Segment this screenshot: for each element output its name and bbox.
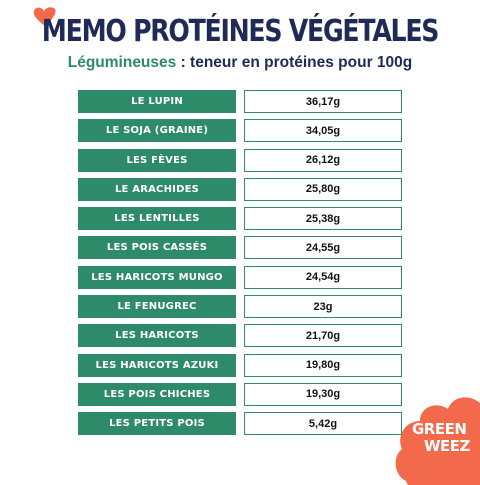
protein-value: 36,17g xyxy=(244,90,402,113)
protein-value: 19,30g xyxy=(244,382,402,406)
heart-icon xyxy=(33,7,56,26)
table-row: LE SOJA (GRAINE) 34,05g xyxy=(78,119,402,143)
table-row: LES HARICOTS 21,70g xyxy=(78,324,402,348)
legume-name: LE ARACHIDES xyxy=(78,177,236,201)
legume-name: LES LENTILLES xyxy=(78,207,236,231)
legume-name: LES POIS CHICHES xyxy=(78,382,236,406)
legume-name: LES HARICOTS AZUKI xyxy=(78,353,236,377)
logo-text-line2: WEEZ xyxy=(424,437,470,455)
table-row: LES HARICOTS AZUKI 19,80g xyxy=(78,353,402,377)
protein-value: 25,38g xyxy=(244,207,402,231)
legume-name: LES HARICOTS MUNGO xyxy=(78,265,236,289)
protein-value: 23g xyxy=(244,295,402,319)
protein-value: 19,80g xyxy=(244,353,402,377)
table-row: LES POIS CASSÉS 24,55g xyxy=(78,236,402,260)
protein-value: 5,42g xyxy=(244,412,402,436)
table-row: LES PETITS POIS 5,42g xyxy=(78,412,402,436)
protein-value: 25,80g xyxy=(244,177,402,201)
table-row: LES LENTILLES 25,38g xyxy=(78,207,402,231)
protein-value: 24,54g xyxy=(244,265,402,289)
table-row: LE ARACHIDES 25,80g xyxy=(78,177,402,201)
protein-table: LE LUPIN 36,17g LE SOJA (GRAINE) 34,05g … xyxy=(78,90,402,442)
table-row: LES HARICOTS MUNGO 24,54g xyxy=(78,265,402,289)
protein-value: 26,12g xyxy=(244,148,402,172)
table-row: LE FENUGREC 23g xyxy=(78,295,402,319)
legume-name: LES POIS CASSÉS xyxy=(78,236,236,260)
page-title: MEMO PROTÉINES VÉGÉTALES xyxy=(41,14,440,49)
legume-name: LE FENUGREC xyxy=(78,295,236,319)
table-row: LES POIS CHICHES 19,30g xyxy=(78,382,402,406)
greenweez-logo: GREEN WEEZ xyxy=(390,393,480,485)
logo-text-line1: GREEN xyxy=(412,420,467,438)
legume-name: LES PETITS POIS xyxy=(78,412,236,436)
legume-name: LE SOJA (GRAINE) xyxy=(78,119,236,143)
protein-value: 24,55g xyxy=(244,236,402,260)
table-row: LE LUPIN 36,17g xyxy=(78,90,402,113)
page-subtitle: Légumineuses : teneur en protéines pour … xyxy=(0,54,480,72)
legume-name: LE LUPIN xyxy=(78,90,236,113)
legume-name: LES HARICOTS xyxy=(78,324,236,348)
logo-blob-icon xyxy=(395,397,480,485)
legume-name: LES FÈVES xyxy=(78,148,236,172)
subtitle-text: : teneur en protéines pour 100g xyxy=(176,54,413,71)
protein-value: 34,05g xyxy=(244,119,402,143)
subtitle-accent: Légumineuses xyxy=(67,54,177,71)
protein-value: 21,70g xyxy=(244,324,402,348)
table-row: LES FÈVES 26,12g xyxy=(78,148,402,172)
